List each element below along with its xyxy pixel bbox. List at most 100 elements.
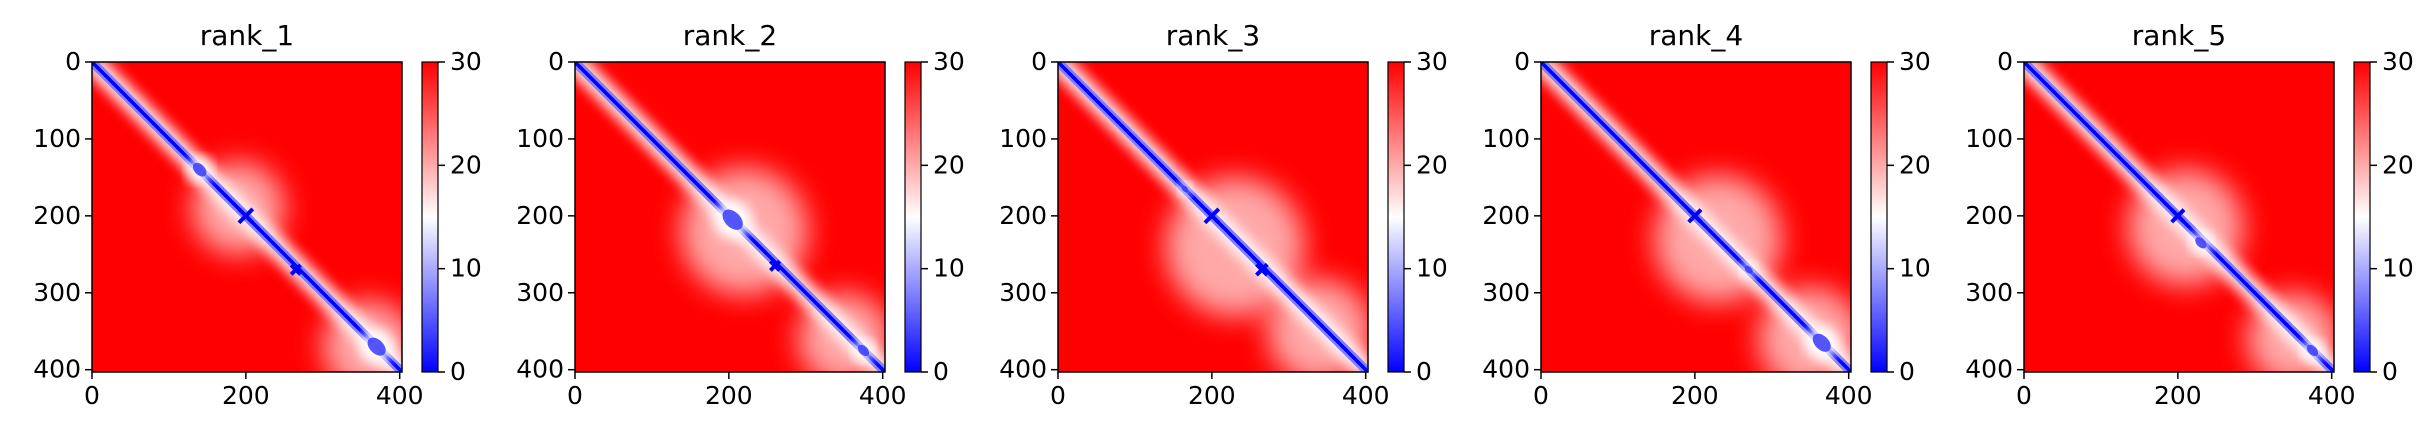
y-tick-label: 200 xyxy=(1965,201,2013,230)
colorbar: 0 10 20 30 xyxy=(2353,47,2414,386)
y-tick-label: 400 xyxy=(1482,355,1530,384)
colorbar-tick-label: 10 xyxy=(450,254,482,283)
x-tick-label: 400 xyxy=(2308,381,2356,410)
heatmap-area xyxy=(575,62,885,372)
blue-cross xyxy=(2170,208,2186,224)
x-tick-label: 200 xyxy=(705,381,753,410)
chart-title: rank_5 xyxy=(2132,19,2226,52)
colorbar-gradient xyxy=(1387,61,1405,373)
blue-cluster xyxy=(1812,333,1831,352)
colorbar-tick-label: 0 xyxy=(1899,357,1915,386)
y-tick-label: 0 xyxy=(1031,47,1047,76)
heatmap-area xyxy=(1541,62,1851,372)
plot-frame xyxy=(574,61,886,373)
y-tick-label: 300 xyxy=(999,278,1047,307)
y-tick-label: 400 xyxy=(516,355,564,384)
colorbar-tick-label: 0 xyxy=(1416,357,1432,386)
colorbar-tick-label: 0 xyxy=(933,357,949,386)
colorbar-tick-label: 20 xyxy=(450,150,482,179)
blue-cross xyxy=(1255,262,1269,277)
colorbar: 0 10 20 30 xyxy=(1870,47,1931,386)
colorbar-gradient xyxy=(904,61,922,373)
y-tick-label: 0 xyxy=(65,47,81,76)
x-tick-label: 400 xyxy=(1825,381,1873,410)
x-tick-label: 200 xyxy=(1671,381,1719,410)
chart-title: rank_1 xyxy=(200,19,294,52)
x-tick-label: 400 xyxy=(376,381,424,410)
blue-cluster xyxy=(722,209,743,230)
colorbar-tick-label: 30 xyxy=(1416,47,1448,76)
y-tick-label: 200 xyxy=(1482,201,1530,230)
x-tick-label: 200 xyxy=(222,381,270,410)
y-tick-label: 300 xyxy=(33,278,81,307)
blue-cluster xyxy=(192,162,207,177)
colorbar: 0 10 20 30 xyxy=(904,47,965,386)
heatmap-area xyxy=(92,62,402,372)
colorbar-tick-label: 20 xyxy=(2382,150,2414,179)
colorbar-tick-label: 20 xyxy=(1416,150,1448,179)
colorbar-tick-label: 0 xyxy=(2382,357,2398,386)
x-tick-label: 200 xyxy=(2154,381,2202,410)
y-tick-label: 100 xyxy=(33,124,81,153)
blue-cross xyxy=(237,207,255,225)
y-tick-label: 200 xyxy=(999,201,1047,230)
y-tick-label: 200 xyxy=(33,201,81,230)
y-tick-label: 300 xyxy=(516,278,564,307)
x-tick-label: 400 xyxy=(1342,381,1390,410)
x-tick-label: 200 xyxy=(1188,381,1236,410)
colorbar-gradient xyxy=(1870,61,1888,373)
colorbar-tick-label: 30 xyxy=(2382,47,2414,76)
heatmap-area xyxy=(2024,62,2334,372)
y-tick-label: 100 xyxy=(1965,124,2013,153)
colorbar-tick-label: 30 xyxy=(933,47,965,76)
y-tick-label: 100 xyxy=(1482,124,1530,153)
blue-cross xyxy=(289,263,302,276)
chart-title: rank_3 xyxy=(1166,19,1260,52)
colorbar: 0 10 20 30 xyxy=(1387,47,1448,386)
x-tick-label: 0 xyxy=(1050,381,1066,410)
blue-cluster xyxy=(2306,344,2319,357)
x-tick-label: 400 xyxy=(859,381,907,410)
colorbar-tick-label: 10 xyxy=(933,254,965,283)
blue-cluster xyxy=(857,344,870,357)
blue-cluster xyxy=(2195,237,2207,249)
chart-title: rank_4 xyxy=(1649,19,1743,52)
colorbar-tick-label: 10 xyxy=(2382,254,2414,283)
plot-frame xyxy=(91,61,403,373)
plot-frame xyxy=(1540,61,1852,373)
y-tick-label: 0 xyxy=(548,47,564,76)
colorbar-tick-label: 10 xyxy=(1899,254,1931,283)
blue-cross xyxy=(1687,208,1703,224)
x-tick-label: 0 xyxy=(567,381,583,410)
y-tick-label: 100 xyxy=(516,124,564,153)
y-tick-label: 100 xyxy=(999,124,1047,153)
y-tick-label: 0 xyxy=(1997,47,2013,76)
y-tick-label: 200 xyxy=(516,201,564,230)
y-tick-label: 300 xyxy=(1965,278,2013,307)
plot-frame xyxy=(1057,61,1369,373)
y-tick-label: 400 xyxy=(999,355,1047,384)
y-tick-label: 400 xyxy=(1965,355,2013,384)
x-tick-label: 0 xyxy=(1533,381,1549,410)
blue-cluster xyxy=(367,337,386,356)
colorbar-gradient xyxy=(421,61,439,373)
y-tick-label: 300 xyxy=(1482,278,1530,307)
colorbar: 0 10 20 30 xyxy=(421,47,482,386)
y-tick-label: 0 xyxy=(1514,47,1530,76)
chart-title: rank_2 xyxy=(683,19,777,52)
colorbar-tick-label: 10 xyxy=(1416,254,1448,283)
blue-cluster xyxy=(1181,185,1189,193)
blue-cluster xyxy=(1744,265,1753,274)
x-tick-label: 0 xyxy=(2016,381,2032,410)
x-tick-label: 0 xyxy=(84,381,100,410)
blue-cross xyxy=(1203,207,1221,225)
colorbar-tick-label: 20 xyxy=(1899,150,1931,179)
blue-cross xyxy=(768,259,782,272)
colorbar-gradient xyxy=(2353,61,2371,373)
